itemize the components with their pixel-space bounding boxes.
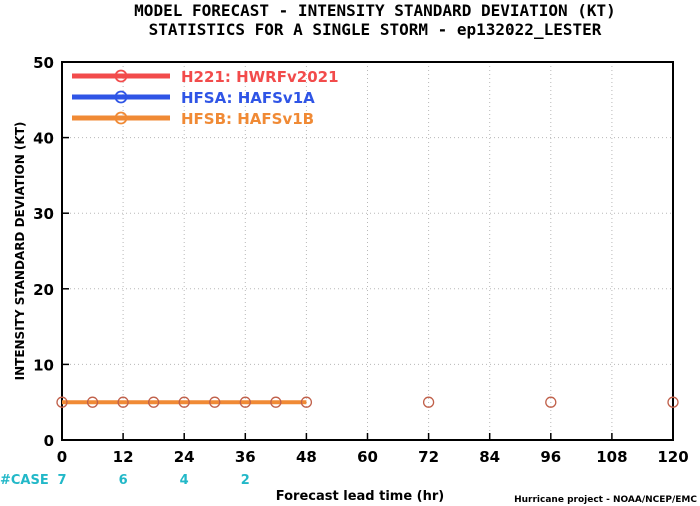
credit-text: Hurricane project - NOAA/NCEP/EMC: [514, 495, 697, 505]
x-tick-label: 48: [296, 448, 317, 466]
x-tick-label: 120: [657, 448, 688, 466]
chart-title-line2: STATISTICS FOR A SINGLE STORM - ep132022…: [149, 20, 602, 39]
case-counts: #CASE 7 6 4 2: [0, 473, 250, 488]
data-point: [300, 396, 313, 408]
data-point: [117, 396, 129, 408]
chart-title-line1: MODEL FORECAST - INTENSITY STANDARD DEVI…: [134, 1, 616, 20]
data-point: [422, 396, 435, 408]
series-layer: [56, 396, 679, 408]
data-point: [270, 396, 282, 408]
x-tick-label: 12: [113, 448, 134, 466]
case-count: 6: [119, 473, 128, 488]
x-axis: 0 12 24 36 48 60 72 84 96 108 120: [57, 433, 689, 466]
x-tick-label: 60: [357, 448, 378, 466]
data-point: [545, 396, 557, 408]
legend-label: HFSB: HAFSv1B: [181, 110, 314, 128]
y-tick-label: 30: [33, 205, 54, 223]
x-tick-label: 36: [235, 448, 256, 466]
x-axis-label: Forecast lead time (hr): [276, 489, 444, 504]
data-point: [56, 396, 68, 408]
data-point: [147, 396, 160, 408]
x-tick-label: 0: [57, 448, 67, 466]
data-point: [667, 396, 679, 408]
x-tick-label: 72: [418, 448, 439, 466]
legend-label: HFSA: HAFSv1A: [181, 89, 315, 107]
y-tick-label: 10: [33, 356, 54, 374]
x-tick-label: 108: [596, 448, 627, 466]
data-point: [209, 396, 221, 408]
y-axis-label: INTENSITY STANDARD DEVIATION (KT): [13, 122, 27, 381]
data-point: [239, 396, 251, 408]
y-tick-label: 20: [33, 281, 54, 299]
x-tick-label: 96: [540, 448, 561, 466]
x-tick-label: 84: [479, 448, 500, 466]
y-tick-label: 40: [33, 130, 54, 148]
legend-label: H221: HWRFv2021: [181, 68, 339, 86]
case-label: #CASE: [0, 473, 49, 488]
case-count: 4: [180, 473, 189, 488]
y-tick-label: 0: [44, 432, 54, 450]
case-count: 7: [57, 473, 66, 488]
legend: H221: HWRFv2021 HFSA: HAFSv1A HFSB: HAFSv1…: [72, 68, 339, 128]
legend-marker: [114, 111, 128, 125]
x-tick-label: 24: [174, 448, 195, 466]
case-count: 2: [241, 473, 250, 488]
legend-marker: [114, 90, 128, 104]
legend-marker: [114, 69, 128, 83]
y-tick-label: 50: [33, 54, 54, 72]
data-point: [178, 396, 190, 408]
y-axis: 0 10 20 30 40 50: [33, 54, 69, 450]
data-point: [86, 396, 99, 408]
